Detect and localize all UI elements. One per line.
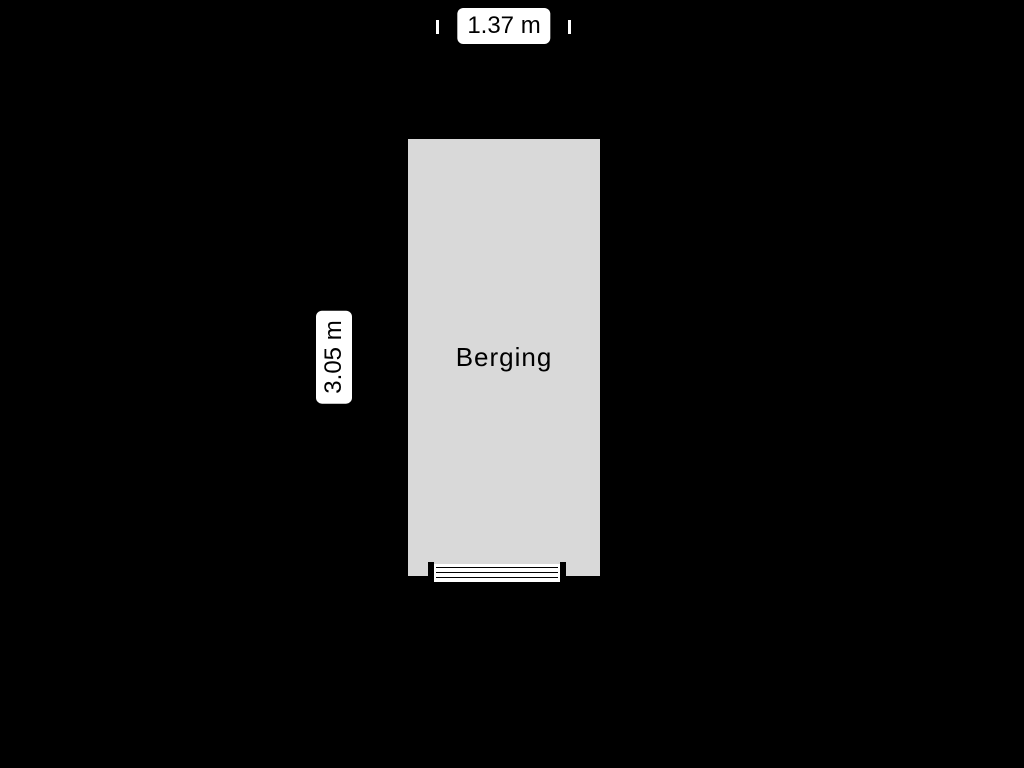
dimension-height-label: 3.05 m (316, 310, 352, 403)
dimension-tick (568, 20, 571, 34)
door-slat (436, 572, 558, 573)
door (428, 564, 566, 582)
room-label: Berging (456, 342, 553, 373)
room-berging: Berging (404, 135, 604, 580)
door-frame-left (428, 562, 434, 584)
door-slat (436, 577, 558, 578)
door-frame-right (560, 562, 566, 584)
door-slat (436, 567, 558, 568)
dimension-width-label: 1.37 m (457, 8, 550, 44)
dimension-tick (436, 20, 439, 34)
floorplan-canvas: Berging 1.37 m 3.05 m (0, 0, 1024, 768)
